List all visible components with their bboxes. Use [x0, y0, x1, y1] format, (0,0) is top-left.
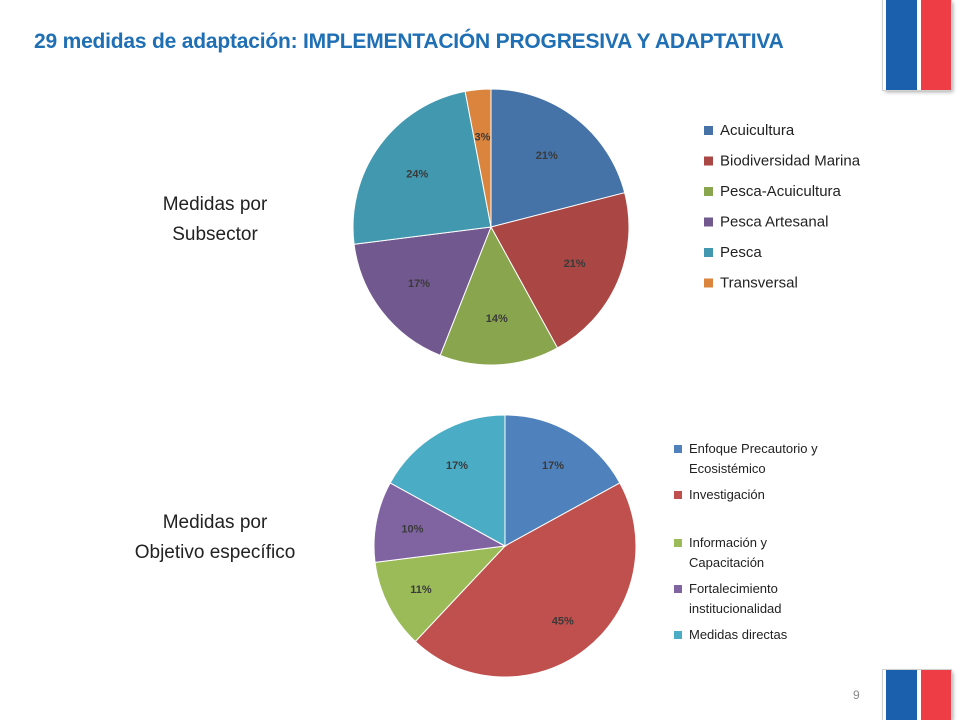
legend-label: Acuicultura [720, 122, 795, 139]
legend-label: Pesca Artesanal [720, 214, 828, 231]
legend-swatch [704, 126, 713, 135]
pie-data-label: 17% [408, 278, 430, 290]
pie-data-label: 17% [542, 460, 564, 472]
pie-data-label: 21% [536, 150, 558, 162]
chart-1-title-line-1: Medidas por [162, 194, 268, 215]
pie-slice-pesca-artesanal [353, 226, 492, 356]
pie-slice-pesca-acuicultura [439, 225, 559, 366]
pie-data-label: 21% [564, 258, 586, 270]
pie-slice-enfoque-precautorio-y-ecosistémico [504, 414, 621, 547]
legend-item: Pesca-Acuicultura [704, 183, 842, 200]
legend-item: Enfoque Precautorio y Ecosistémico [674, 441, 818, 476]
chart-1-legend: Acuicultura Biodiversidad Marina Pesca-Acu… [704, 122, 861, 292]
legend-item: Pesca [704, 244, 762, 261]
legend-label: Ecosistémico [689, 461, 766, 476]
chart-2-legend: Enfoque Precautorio y Ecosistémico Investi… [674, 441, 818, 642]
pie-slice-investigación [414, 482, 637, 678]
pie-slice-biodiversidad-marina [490, 192, 630, 349]
pie-chart-2: 17% 45% 11% 10% 17% [373, 414, 637, 678]
pie-slice-transversal [464, 88, 492, 228]
legend-label: Transversal [720, 275, 798, 292]
legend-label: Información y [689, 535, 768, 550]
legend-swatch [674, 631, 682, 639]
legend-label: Fortalecimiento [689, 581, 778, 596]
legend-swatch [674, 539, 682, 547]
pie-data-label: 24% [406, 168, 428, 180]
page-title: 29 medidas de adaptación: IMPLEMENTACIÓN… [34, 30, 784, 53]
chile-flag-logo-top [883, 0, 951, 90]
chart-2-title-line-1: Medidas por [162, 512, 268, 533]
chart-1-title-line-2: Subsector [172, 224, 258, 245]
legend-item: Medidas directas [674, 627, 788, 642]
legend-label: Medidas directas [689, 627, 788, 642]
legend-swatch [674, 585, 682, 593]
chile-flag-logo-bottom [883, 670, 951, 720]
legend-item: Biodiversidad Marina [704, 153, 861, 170]
pie-slice-medidas-directas [389, 414, 506, 547]
pie-slice-acuicultura [490, 88, 626, 228]
pie-data-label: 11% [410, 584, 432, 596]
legend-label: Capacitación [689, 555, 764, 570]
pie-data-label: 14% [486, 313, 508, 325]
legend-item: Información y Capacitación [674, 535, 768, 570]
legend-label: Pesca [720, 244, 762, 261]
pie-slice-pesca [352, 90, 492, 245]
page-number: 9 [853, 688, 860, 702]
legend-swatch [704, 187, 713, 196]
pie-data-label: 17% [446, 460, 468, 472]
pie-data-label: 10% [401, 523, 423, 535]
legend-label: Pesca-Acuicultura [720, 183, 842, 200]
pie-data-label: 3% [474, 131, 490, 143]
pie-slice-información-y-capacitación [374, 545, 507, 643]
legend-label: Biodiversidad Marina [720, 153, 861, 170]
legend-swatch [704, 248, 713, 257]
legend-label: Enfoque Precautorio y [689, 441, 818, 456]
chart-1-title: Medidas por Subsector [120, 190, 310, 250]
legend-item: Transversal [704, 275, 798, 292]
legend-swatch [674, 491, 682, 499]
pie-slice-fortalecimiento-institucionalidad [373, 482, 507, 563]
legend-label: institucionalidad [689, 601, 782, 616]
legend-swatch [704, 217, 713, 227]
pie-chart-1: 21% 21% 14% 17% 24% 3% [352, 88, 630, 366]
legend-item: Acuicultura [704, 122, 795, 139]
legend-item: Fortalecimiento institucionalidad [674, 581, 782, 616]
legend-label: Investigación [689, 487, 765, 502]
legend-item: Investigación [674, 487, 765, 502]
chart-2-title-line-2: Objetivo específico [134, 542, 296, 563]
legend-item: Pesca Artesanal [704, 214, 828, 231]
legend-swatch [704, 278, 713, 288]
legend-swatch [704, 156, 713, 166]
chart-2-title: Medidas por Objetivo específico [100, 508, 330, 568]
legend-swatch [674, 445, 682, 453]
pie-data-label: 45% [552, 616, 574, 628]
